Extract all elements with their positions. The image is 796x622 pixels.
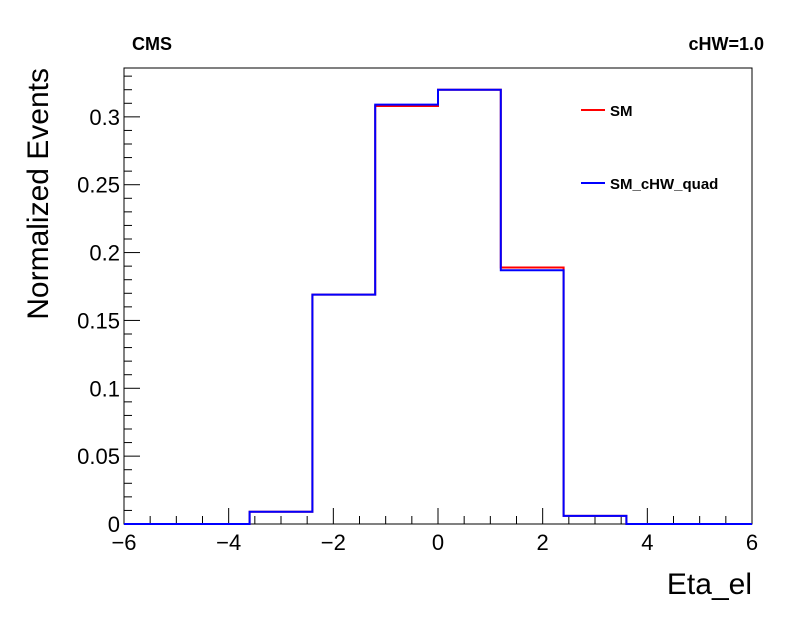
y-tick-label: 0.05: [77, 444, 120, 469]
y-tick-label: 0.1: [89, 376, 120, 401]
x-tick-label: 4: [641, 530, 653, 555]
y-tick-label: 0.15: [77, 308, 120, 333]
x-tick-label: −6: [111, 530, 136, 555]
y-tick-label: 0: [108, 512, 120, 537]
y-tick-label: 0.25: [77, 173, 120, 198]
series-line-sm-chw-quad: [124, 88, 752, 525]
series-line-sm: [124, 88, 752, 525]
x-tick-label: 0: [432, 530, 444, 555]
x-axis: −6 −4 −2 0 2 4 6: [111, 508, 758, 555]
chw-label: cHW=1.0: [688, 34, 764, 54]
plot-area: [123, 67, 753, 525]
cms-label: CMS: [132, 34, 172, 54]
x-tick-label: 2: [537, 530, 549, 555]
y-tick-label: 0.3: [89, 105, 120, 130]
x-tick-label: −4: [216, 530, 241, 555]
y-tick-label: 0.2: [89, 241, 120, 266]
x-axis-title: Eta_el: [667, 568, 752, 601]
plot-frame: [123, 67, 753, 525]
x-tick-label: −2: [321, 530, 346, 555]
x-tick-label: 6: [746, 530, 758, 555]
y-axis: 0 0.05 0.1 0.15 0.2 0.25 0.3: [77, 75, 140, 537]
series-layer: [124, 88, 752, 525]
legend-label: SM_cHW_quad: [610, 176, 718, 193]
legend: SM SM_cHW_quad: [581, 103, 718, 193]
legend-label: SM: [610, 103, 633, 120]
y-axis-title: Normalized Events: [22, 68, 55, 320]
